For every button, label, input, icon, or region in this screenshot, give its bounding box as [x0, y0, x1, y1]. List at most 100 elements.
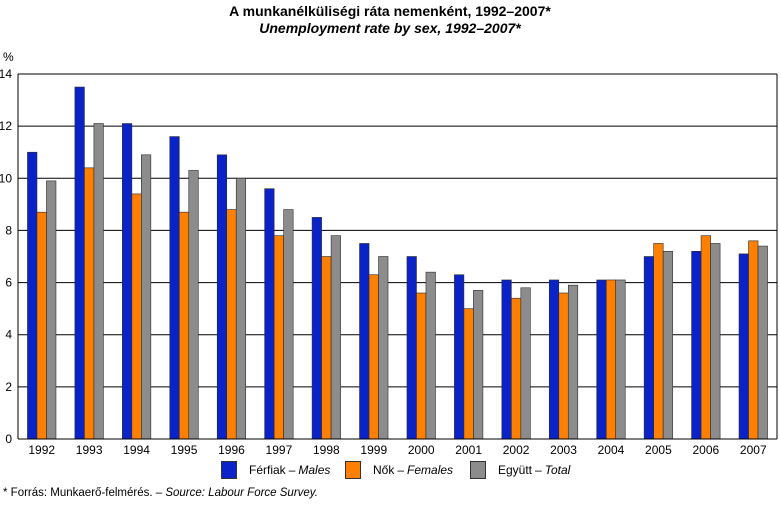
x-tick-label: 1998: [313, 443, 340, 457]
x-tick-label: 2007: [740, 443, 767, 457]
x-tick-label: 2001: [455, 443, 482, 457]
bar-total: [378, 256, 389, 440]
legend-separator: –: [397, 463, 405, 477]
x-tick-label: 1997: [266, 443, 293, 457]
bar-males: [359, 243, 370, 440]
bar-total: [710, 243, 721, 440]
legend-swatch-females: [345, 461, 361, 479]
bar-total: [46, 180, 57, 440]
bar-females: [131, 193, 142, 440]
legend-separator: –: [535, 463, 542, 477]
bar-males: [406, 256, 417, 440]
bar-total: [473, 290, 484, 440]
bar-total: [283, 209, 294, 440]
bar-total: [141, 154, 152, 440]
bar-females: [748, 240, 759, 440]
bar-males: [691, 250, 702, 440]
x-tick-label: 2004: [598, 443, 625, 457]
bar-females: [558, 292, 569, 440]
bar-males: [122, 123, 133, 440]
x-tick-label: 1996: [218, 443, 245, 457]
bar-males: [454, 274, 465, 440]
y-tick-label: 10: [0, 171, 12, 185]
legend-label-hu: Nők: [373, 463, 395, 477]
x-tick-label: 1994: [123, 443, 150, 457]
bar-males: [27, 151, 38, 440]
bar-females: [226, 209, 237, 440]
bar-males: [169, 136, 180, 440]
legend-item-males: Férfiak – Males: [221, 461, 330, 479]
x-tick-label: 2005: [645, 443, 672, 457]
y-tick-label: 8: [5, 223, 12, 237]
bar-males: [596, 279, 607, 440]
legend-swatch-total: [470, 461, 486, 479]
bar-total: [615, 279, 626, 440]
chart-title: A munkanélküliségi ráta nemenként, 1992–…: [229, 3, 551, 19]
footnote: * Forrás: Munkaerő-felmérés. – Source: L…: [3, 487, 318, 499]
bar-total: [567, 284, 579, 440]
bar-males: [643, 256, 654, 440]
x-tick-label: 2002: [503, 443, 530, 457]
bar-females: [36, 211, 47, 440]
bar-males: [311, 217, 322, 440]
bar-females: [700, 235, 711, 440]
bar-males: [738, 253, 749, 440]
legend-separator: –: [288, 463, 296, 477]
axes: [17, 74, 778, 440]
bar-females: [321, 256, 332, 440]
footnote-source-hu: * Forrás: Munkaerő-felmérés. –: [3, 487, 163, 499]
legend-swatch-males: [221, 461, 237, 479]
footnote-source-en: Source: Labour Force Survey.: [165, 487, 318, 499]
bar-males: [501, 279, 512, 440]
y-tick-label: 6: [5, 276, 12, 290]
bar-total: [330, 235, 341, 440]
bar-females: [416, 292, 427, 440]
legend-label-hu: Együtt: [498, 463, 533, 477]
y-tick-label: 0: [5, 432, 12, 446]
bar-males: [74, 86, 85, 440]
chart-subtitle: Unemployment rate by sex, 1992–2007*: [259, 20, 521, 36]
y-tick-label: 4: [5, 328, 12, 342]
bar-females: [511, 297, 522, 440]
bar-total: [425, 271, 436, 440]
legend-item-total: Együtt – Total: [470, 461, 570, 479]
legend-item-females: Nők – Females: [345, 461, 453, 479]
y-tick-label: 14: [0, 67, 12, 81]
y-tick-label: 12: [0, 119, 12, 133]
y-axis-unit: %: [3, 50, 14, 64]
legend-label-en: Total: [544, 463, 571, 477]
bar-females: [653, 243, 664, 440]
x-tick-label: 1992: [28, 443, 55, 457]
bar-total: [188, 170, 199, 440]
bar-females: [273, 235, 284, 440]
bar-females: [84, 167, 95, 440]
bar-males: [548, 279, 560, 440]
x-tick-label: 2006: [692, 443, 719, 457]
x-tick-label: 1993: [76, 443, 103, 457]
bar-total: [93, 123, 104, 440]
x-tick-label: 2003: [550, 443, 577, 457]
bars: [27, 86, 768, 440]
bar-total: [757, 245, 768, 440]
legend-label-hu: Férfiak: [249, 463, 286, 477]
bar-males: [264, 188, 275, 440]
bar-females: [178, 211, 190, 440]
legend-label-en: Males: [298, 463, 331, 477]
y-tick-label: 2: [5, 380, 12, 394]
legend: Férfiak – Males Nők – Females Együtt – T…: [0, 461, 780, 481]
bar-females: [368, 274, 379, 440]
y-tick-labels: 0 2 4 6 8 10 12 14: [0, 67, 12, 446]
bar-total: [235, 177, 247, 440]
x-tick-label: 2000: [408, 443, 435, 457]
bar-total: [520, 287, 531, 440]
bar-females: [463, 308, 474, 440]
x-tick-label: 1999: [360, 443, 387, 457]
bar-females: [605, 279, 617, 440]
x-tick-label: 1995: [171, 443, 198, 457]
legend-label-en: Females: [407, 463, 454, 477]
bar-total: [662, 250, 673, 440]
chart-title-block: A munkanélküliségi ráta nemenként, 1992–…: [0, 3, 780, 37]
bar-males: [216, 154, 228, 440]
x-tick-labels: 1992 1993 1994 1995 1996 1997 1998 1999 2000 2001…: [28, 443, 767, 457]
